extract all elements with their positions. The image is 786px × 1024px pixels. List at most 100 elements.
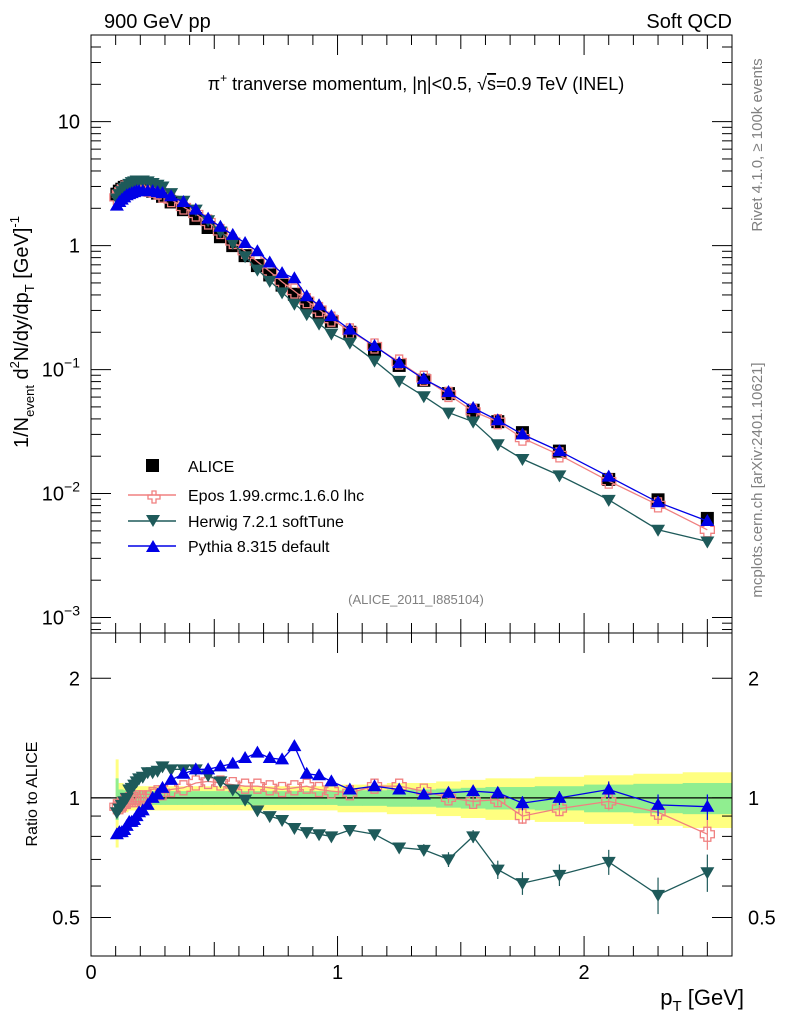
data-point-herwig: [250, 264, 265, 277]
data-point-pythia: [651, 495, 666, 508]
ratio-point-pythia: [312, 768, 327, 781]
data-point-herwig: [225, 237, 240, 250]
data-point-herwig: [287, 298, 302, 311]
data-point-pythia: [155, 186, 170, 199]
ratio-point-herwig: [651, 889, 666, 902]
main-panel: 10−3 10−2 10−1 1 10 π+ tranverse momentum, |…: [7, 34, 733, 634]
ratio-point-pythia: [342, 782, 357, 795]
data-point-pythia: [238, 235, 253, 248]
header-right: Soft QCD: [646, 11, 732, 33]
ratio-point-pythia: [299, 766, 314, 779]
data-point-pythia: [700, 514, 715, 527]
ratio-point-pythia: [262, 751, 277, 764]
ratio-point-herwig: [700, 867, 715, 880]
main-plot-area: [109, 175, 715, 549]
ratio-point-pythia: [155, 780, 170, 793]
ratio-point-pythia: [601, 782, 616, 795]
ratio-point-pythia: [490, 785, 505, 798]
main-axes: 10−3 10−2 10−1 1 10: [42, 34, 733, 633]
data-point-pythia: [213, 219, 228, 232]
ratio-point-pythia: [201, 762, 216, 775]
ratio-point-herwig: [490, 864, 505, 877]
data-point-pythia: [324, 309, 339, 322]
ratio-point-pythia: [441, 785, 456, 798]
ratio-point-herwig: [342, 825, 357, 838]
ratio-point-pythia: [188, 762, 203, 775]
ratio-y-tick-label-right: 1: [748, 788, 759, 810]
data-point-herwig: [312, 318, 327, 331]
ratio-plot-area: [91, 739, 733, 915]
ratio-point-pythia: [552, 790, 567, 803]
ratio-point-herwig: [164, 764, 179, 777]
legend-marker-epos: [147, 490, 161, 504]
ratio-point-herwig: [213, 776, 228, 789]
ratio-point-epos: [262, 780, 278, 796]
ratio-point-epos: [311, 781, 327, 798]
ratio-point-epos: [299, 778, 315, 794]
data-point-herwig: [392, 375, 407, 388]
xlabel: pT [GeV]: [660, 985, 744, 1015]
data-point-herwig: [262, 275, 277, 288]
ratio-point-pythia: [700, 799, 715, 812]
ratio-point-epos: [274, 781, 290, 798]
data-point-pythia: [466, 400, 481, 413]
ratio-ylabel: Ratio to ALICE: [24, 742, 41, 847]
ratio-point-herwig: [441, 854, 456, 867]
ratio-point-herwig: [287, 822, 302, 835]
data-point-herwig: [552, 470, 567, 483]
ratio-point-epos: [237, 778, 253, 794]
ratio-point-herwig: [392, 842, 407, 855]
ratio-point-herwig: [119, 792, 134, 805]
data-point-pythia: [287, 271, 302, 284]
ratio-point-herwig: [416, 844, 431, 857]
legend-label-alice: ALICE: [188, 459, 234, 476]
series-epos: [109, 177, 715, 538]
ratio-y-tick-label-right: 0.5: [748, 907, 776, 929]
ratio-point-pythia: [140, 797, 155, 810]
legend-label-herwig: Herwig 7.2.1 softTune: [188, 514, 344, 531]
data-point-herwig: [342, 337, 357, 350]
ratio-point-epos: [249, 778, 266, 794]
ratio-y-tick-label: 2: [69, 668, 80, 690]
data-point-herwig: [275, 287, 290, 300]
ratio-point-pythia: [515, 796, 530, 809]
y-tick-label: 10: [58, 112, 80, 134]
data-point-pythia: [262, 255, 277, 268]
ratio-point-herwig: [515, 878, 530, 891]
x-tick-label: 1: [332, 962, 343, 984]
ratio-point-epos: [175, 780, 192, 796]
ratio-point-pythia: [150, 787, 165, 800]
ratio-point-herwig: [250, 805, 265, 818]
ratio-point-herwig: [552, 869, 567, 882]
legend-label-epos: Epos 1.99.crmc.1.6.0 lhc: [188, 488, 364, 505]
ratio-point-epos: [514, 808, 531, 824]
analysis-watermark: (ALICE_2011_I885104): [348, 592, 484, 607]
data-point-pythia: [225, 227, 240, 240]
y-tick-label: 10−1: [42, 355, 80, 382]
data-point-herwig: [416, 391, 431, 404]
ratio-series-pythia: [109, 739, 715, 840]
data-point-herwig: [324, 328, 339, 341]
x-tick-label: 0: [85, 962, 96, 984]
ratio-point-herwig: [299, 827, 314, 840]
data-point-herwig: [299, 309, 314, 322]
ratio-point-herwig: [466, 831, 481, 844]
ratio-point-pythia: [367, 779, 382, 792]
y-tick-label: 1: [69, 236, 80, 258]
ratio-point-pythia: [213, 759, 228, 772]
ratio-point-pythia: [164, 772, 179, 785]
data-point-pythia: [201, 211, 216, 224]
ratio-panel: 0.5 0.5 1 1 2 2 0 1 2 Ratio to ALICE pT [GeV]: [24, 632, 776, 1015]
chart-title: π+ tranverse momentum, |η|<0.5, √s=0.9 T…: [208, 71, 625, 94]
ratio-point-pythia: [651, 797, 666, 810]
y-tick-label: 10−3: [42, 603, 80, 630]
ratio-point-herwig: [601, 856, 616, 869]
ratio-point-epos: [188, 775, 204, 791]
main-ylabel: 1/Nevent d2N/dy/dpT [GeV]-1: [7, 216, 37, 448]
data-point-herwig: [651, 524, 666, 537]
ratio-point-herwig: [262, 811, 277, 824]
data-point-pythia: [515, 427, 530, 440]
ratio-y-tick-label: 1: [69, 788, 80, 810]
data-point-pythia: [164, 189, 179, 202]
